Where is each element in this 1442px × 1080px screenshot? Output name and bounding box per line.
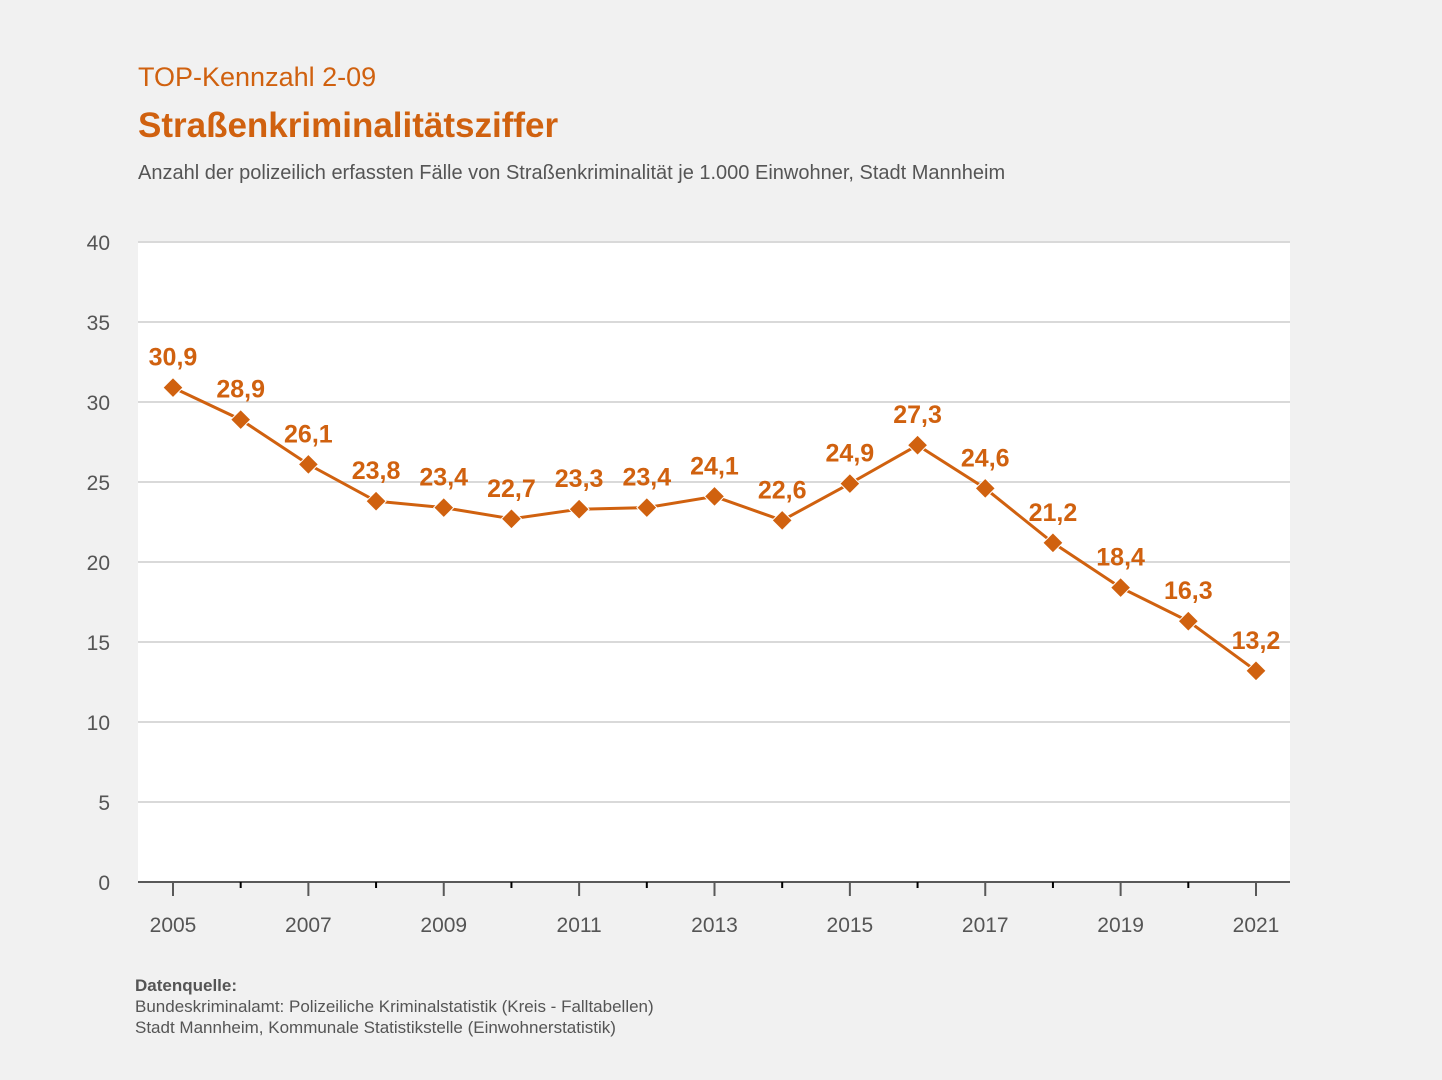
y-tick-label: 10	[87, 712, 110, 735]
data-label: 22,6	[758, 476, 807, 504]
data-label: 16,3	[1164, 577, 1213, 605]
data-point-marker	[162, 376, 184, 399]
data-label: 23,4	[622, 464, 671, 492]
data-label: 26,1	[284, 420, 333, 448]
chart-title: Straßenkriminalitätsziffer	[138, 106, 559, 145]
data-point-marker	[365, 490, 387, 512]
x-tick-label: 2007	[285, 914, 332, 937]
x-tick-label: 2011	[557, 914, 602, 937]
data-label: 28,9	[216, 376, 265, 404]
data-point-marker	[839, 472, 861, 495]
y-tick-label: 40	[87, 232, 110, 255]
data-label: 22,7	[487, 475, 536, 503]
x-tick-label: 2009	[420, 914, 467, 937]
x-tick-label: 2017	[962, 914, 1009, 937]
y-tick-label: 20	[87, 552, 110, 575]
data-point-marker	[906, 434, 929, 456]
x-tick-label: 2021	[1233, 914, 1280, 937]
data-point-marker	[433, 496, 455, 519]
data-point-marker	[771, 509, 793, 532]
data-point-marker	[1042, 532, 1064, 554]
data-label: 23,4	[419, 464, 468, 492]
y-tick-label: 25	[87, 472, 110, 495]
data-label: 23,3	[555, 465, 604, 493]
gridlines	[138, 241, 1290, 803]
data-label: 24,6	[961, 444, 1010, 472]
y-tick-label: 5	[98, 792, 110, 815]
kennzahl-label: TOP-Kennzahl 2-09	[138, 62, 377, 92]
chart-subtitle: Anzahl der polizeilich erfassten Fälle v…	[138, 162, 1006, 184]
data-source: Datenquelle: Bundeskriminalamt: Polizeil…	[135, 975, 654, 1038]
data-point-marker	[500, 508, 523, 530]
data-label: 24,9	[826, 440, 875, 468]
y-tick-label: 35	[87, 312, 110, 335]
data-label: 27,3	[893, 401, 942, 429]
data-source-line: Bundeskriminalamt: Polizeiliche Kriminal…	[135, 997, 654, 1016]
data-point-marker	[297, 453, 320, 476]
data-label: 13,2	[1232, 627, 1281, 655]
data-point-marker	[1109, 576, 1132, 599]
data-source-line: Stadt Mannheim, Kommunale Statistikstell…	[135, 1018, 616, 1037]
data-source-heading: Datenquelle:	[135, 976, 238, 995]
data-point-marker	[636, 496, 658, 519]
x-tick-label: 2019	[1097, 914, 1144, 937]
data-label: 18,4	[1096, 544, 1145, 572]
data-label: 24,1	[690, 452, 739, 480]
data-series	[162, 376, 1267, 682]
data-label: 21,2	[1029, 499, 1078, 527]
y-tick-label: 15	[87, 632, 110, 655]
data-label: 23,8	[352, 457, 401, 485]
data-point-marker	[229, 408, 252, 431]
data-point-marker	[974, 477, 996, 500]
data-labels: 30,9 28,9 26,1 23,8 23,4 22,7 23,3 23,4 24,1 22,6…	[149, 344, 1281, 655]
data-point-marker	[1245, 660, 1267, 682]
y-axis: 0 5 10 15 20 25 30 35 40	[87, 232, 110, 895]
x-tick-label: 2005	[150, 914, 197, 937]
y-tick-label: 0	[98, 872, 110, 895]
x-axis: 2005 2007 2009 2011 2013 2015 2017 2019 2021	[138, 881, 1290, 937]
y-tick-label: 30	[87, 392, 110, 415]
data-point-marker	[703, 485, 726, 508]
data-label: 30,9	[149, 344, 198, 372]
data-point-marker	[1177, 610, 1200, 632]
x-tick-label: 2015	[827, 914, 874, 937]
data-point-marker	[568, 498, 590, 520]
x-tick-label: 2013	[691, 914, 738, 937]
